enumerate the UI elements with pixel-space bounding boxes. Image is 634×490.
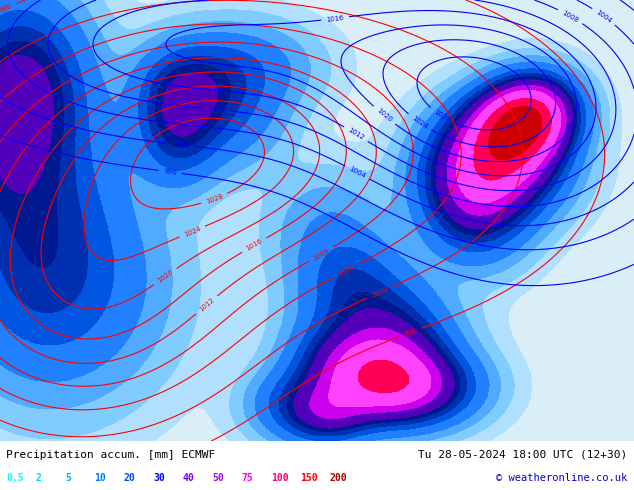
Text: © weatheronline.co.uk: © weatheronline.co.uk <box>496 473 628 483</box>
Text: 1004: 1004 <box>595 9 613 24</box>
Text: Tu 28-05-2024 18:00 UTC (12+30): Tu 28-05-2024 18:00 UTC (12+30) <box>418 450 628 460</box>
Text: 100: 100 <box>271 473 288 483</box>
Text: 1012: 1012 <box>347 127 365 141</box>
Text: 150: 150 <box>301 473 318 483</box>
Text: 1024: 1024 <box>183 225 202 238</box>
Text: 1024: 1024 <box>410 115 429 130</box>
Text: 1004: 1004 <box>337 264 356 277</box>
Text: 10: 10 <box>94 473 107 483</box>
Text: 1020: 1020 <box>156 269 174 284</box>
Text: 200: 200 <box>330 473 347 483</box>
Text: 30: 30 <box>153 473 165 483</box>
Text: 1008: 1008 <box>561 9 579 24</box>
Text: 1000: 1000 <box>172 141 190 149</box>
Text: 1028: 1028 <box>205 193 224 205</box>
Text: Precipitation accum. [mm] ECMWF: Precipitation accum. [mm] ECMWF <box>6 450 216 460</box>
Text: 1004: 1004 <box>348 166 367 179</box>
Text: 1016: 1016 <box>245 238 264 252</box>
Text: 1012: 1012 <box>198 297 216 313</box>
Text: 1028: 1028 <box>432 109 451 123</box>
Text: 5: 5 <box>65 473 71 483</box>
Text: 1016: 1016 <box>326 14 344 23</box>
Text: 40: 40 <box>183 473 195 483</box>
Text: 996: 996 <box>163 168 177 176</box>
Text: 1000: 1000 <box>370 286 389 299</box>
Text: 1008: 1008 <box>312 247 330 261</box>
Text: 50: 50 <box>212 473 224 483</box>
Text: 2: 2 <box>36 473 42 483</box>
Text: 0.5: 0.5 <box>6 473 24 483</box>
Text: 996: 996 <box>0 3 13 14</box>
Text: 996: 996 <box>403 327 417 338</box>
Text: 1020: 1020 <box>375 107 393 123</box>
Text: 1008: 1008 <box>207 105 225 113</box>
Text: 75: 75 <box>242 473 253 483</box>
Text: 20: 20 <box>124 473 136 483</box>
